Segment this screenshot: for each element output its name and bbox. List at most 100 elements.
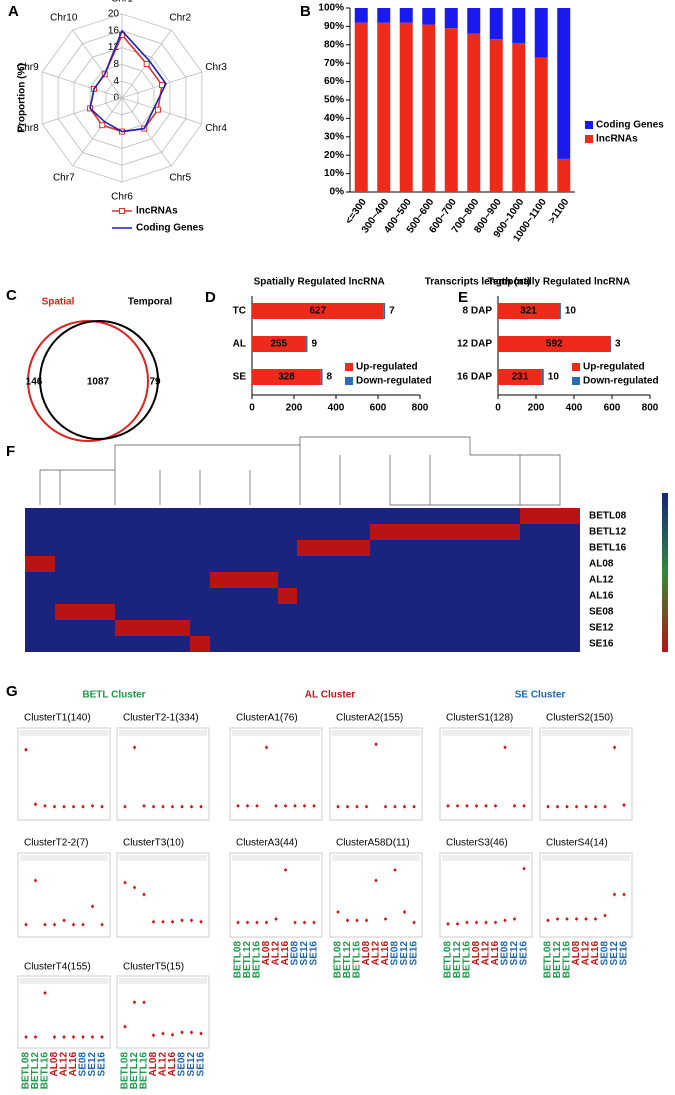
category-label: Chr2: [169, 13, 191, 24]
panel-title: ClusterS4(14): [546, 838, 608, 849]
point: [556, 917, 559, 921]
x-tick-label: BETL08: [333, 941, 344, 979]
point: [43, 923, 47, 926]
point: [123, 805, 127, 809]
y-axis-label: Proportion (%): [17, 63, 28, 132]
panel-title: ClusterT3(10): [123, 838, 184, 849]
point: [293, 804, 297, 808]
y-tick-label: 80%: [324, 39, 344, 50]
x-tick-label: SE12: [87, 1052, 98, 1077]
legend-label: Down-regulated: [356, 376, 432, 387]
x-tick-label: SE12: [186, 1052, 197, 1077]
point: [100, 1035, 104, 1039]
r-tick-label: 8: [113, 59, 119, 70]
r-tick-label: 4: [113, 76, 119, 87]
point: [346, 919, 349, 922]
x-tick-label: BETL08: [120, 1052, 131, 1090]
point: [100, 923, 104, 926]
point: [355, 805, 359, 809]
row-label: BETL12: [589, 527, 627, 538]
point: [346, 805, 349, 809]
point: [53, 1035, 56, 1039]
bar: [489, 39, 503, 192]
value-label: 10: [565, 306, 577, 317]
point: [190, 1031, 193, 1034]
category-label: AL: [233, 339, 246, 350]
marker: [99, 122, 106, 129]
point: [374, 879, 378, 882]
x-tick-label: AL16: [590, 941, 601, 966]
point: [603, 805, 607, 809]
x-axis-label: Transcripts length (nt): [425, 277, 531, 288]
y-tick-label: 70%: [324, 58, 344, 69]
value-label: 8: [327, 372, 333, 383]
panel-header: [232, 855, 320, 861]
bar: [498, 303, 559, 319]
point: [43, 804, 47, 808]
point: [494, 804, 497, 808]
x-tick-label: SE08: [500, 941, 511, 966]
spoke: [121, 97, 203, 125]
point: [91, 905, 94, 908]
bar: [558, 303, 561, 319]
panel-title: ClusterT2-1(334): [123, 713, 199, 724]
legend-label: Coding Genes: [596, 120, 664, 131]
bar: [610, 336, 612, 352]
point: [613, 745, 616, 749]
heatmap: [25, 508, 580, 652]
point: [91, 1035, 94, 1039]
panel-title: ClusterS3(46): [446, 838, 508, 849]
x-tick-label: SE16: [97, 1052, 108, 1077]
point: [152, 1033, 155, 1037]
row-label: BETL16: [589, 543, 627, 554]
point: [456, 804, 459, 808]
point: [312, 921, 316, 924]
point: [81, 805, 85, 809]
set-circle: [39, 320, 159, 440]
x-tick-label: BETL12: [242, 941, 253, 979]
point: [412, 921, 416, 924]
x-tick-label: SE12: [399, 941, 410, 966]
point: [180, 1031, 184, 1034]
point: [142, 893, 146, 896]
point: [513, 804, 516, 808]
point: [446, 804, 450, 808]
panel-header: [119, 730, 207, 736]
bar: [498, 369, 542, 385]
point: [171, 920, 174, 924]
bar: [489, 8, 503, 40]
group-heading: SE Cluster: [515, 690, 566, 701]
bar: [534, 57, 548, 193]
y-tick-label: 20%: [324, 150, 344, 161]
x-tick-label: BETL12: [452, 941, 463, 979]
point: [336, 910, 340, 914]
panel-header: [332, 855, 420, 861]
category-label: 8 DAP: [463, 306, 493, 317]
point: [365, 805, 368, 809]
x-tick-label: SE08: [177, 1052, 188, 1077]
x-tick-label: BETL08: [543, 941, 554, 979]
x-tick-label: SE12: [609, 941, 620, 966]
point: [133, 886, 136, 889]
count-label: 1087: [87, 377, 110, 388]
spoke: [41, 97, 123, 125]
point: [246, 804, 249, 808]
x-tick-label: AL16: [280, 941, 291, 966]
point: [180, 805, 184, 809]
point: [303, 804, 306, 808]
x-tick-label: AL08: [571, 941, 582, 966]
point: [190, 805, 193, 809]
x-tick-label: AL08: [261, 941, 272, 966]
point: [43, 991, 47, 995]
row-label: BETL08: [589, 511, 627, 522]
panel-title: ClusterT4(155): [24, 962, 91, 973]
point: [622, 803, 626, 807]
point: [265, 745, 268, 749]
point: [546, 805, 550, 809]
x-tick-label: AL12: [271, 941, 282, 966]
value-label: 9: [311, 339, 317, 350]
x-tick-label: AL16: [68, 1052, 79, 1077]
value-label: 7: [389, 306, 395, 317]
bar: [467, 33, 481, 193]
point: [190, 919, 193, 922]
